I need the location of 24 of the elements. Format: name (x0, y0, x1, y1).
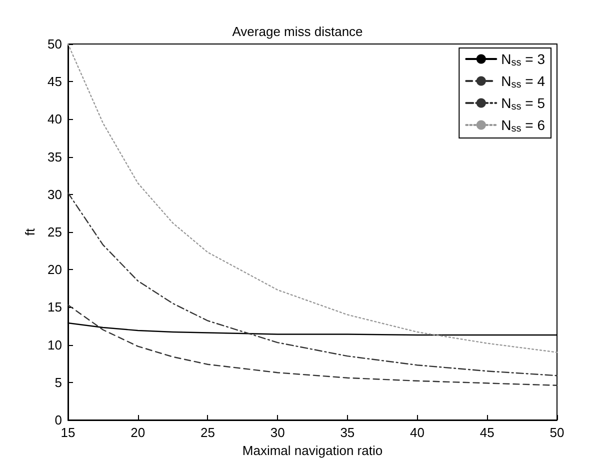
y-tick-label: 50 (48, 36, 62, 52)
y-tick-label: 40 (48, 112, 62, 127)
x-tick-label: 25 (200, 425, 215, 440)
y-tick-label: 0 (54, 412, 62, 428)
y-tick-label: 35 (48, 149, 62, 164)
y-tick-label: 30 (48, 186, 62, 202)
x-tick-label: 45 (480, 425, 494, 440)
y-tick-label: 10 (48, 337, 62, 352)
y-tick-label: 5 (54, 374, 62, 390)
x-axis-title: Maximal navigation ratio (242, 442, 383, 458)
y-tick-label: 15 (48, 300, 62, 315)
line-series (67, 43, 558, 353)
x-tick-label: 35 (340, 425, 355, 440)
y-tick-label: 25 (48, 224, 62, 240)
chart-title: Average miss distance (232, 24, 363, 39)
y-axis-title: ft (22, 228, 38, 236)
line-series (67, 192, 558, 376)
line-series (67, 304, 558, 386)
x-tick-label: 30 (270, 425, 285, 440)
y-tick-label: 20 (48, 262, 62, 278)
x-tick-label: 20 (130, 425, 146, 440)
x-tick-label: 50 (550, 425, 564, 440)
y-tick-label: 45 (48, 74, 62, 90)
x-tick-label: 40 (410, 425, 425, 440)
